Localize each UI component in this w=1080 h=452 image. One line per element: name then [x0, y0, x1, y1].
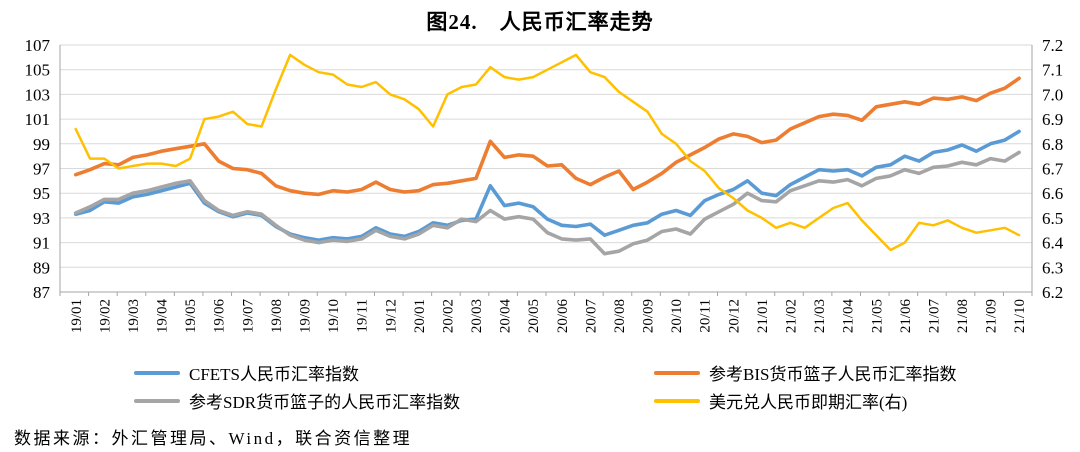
x-axis-tick-label: 19/11 [355, 299, 371, 333]
x-axis-tick-label: 21/02 [784, 299, 800, 333]
x-axis-tick-label: 19/08 [269, 299, 285, 333]
right-axis-tick-label: 6.3 [1042, 258, 1063, 277]
x-axis-tick-label: 19/04 [155, 299, 171, 334]
series-line-2 [73, 150, 1021, 256]
x-axis-tick-label: 21/03 [812, 299, 828, 333]
left-axis-tick-label: 105 [25, 61, 51, 80]
left-axis-tick-label: 103 [25, 85, 51, 104]
legend-label-usd: 美元兑人民币即期汇率(右) [709, 393, 908, 412]
right-axis-tick-label: 6.5 [1042, 209, 1063, 228]
left-axis-tick-label: 99 [33, 135, 50, 154]
left-axis-tick-label: 87 [33, 283, 51, 302]
x-axis-tick-label: 19/06 [212, 299, 228, 334]
x-axis-tick-label: 21/08 [955, 299, 971, 333]
x-axis-tick-label: 20/08 [612, 299, 628, 333]
left-axis-tick-label: 97 [33, 160, 51, 179]
legend-item-cfets: CFETS人民币汇率指数 [134, 360, 359, 385]
x-axis-tick-label: 19/02 [97, 299, 113, 333]
right-axis-tick-label: 6.2 [1042, 283, 1063, 302]
left-axis-tick-label: 89 [33, 258, 50, 277]
left-axis-tick-label: 101 [25, 110, 51, 129]
legend-label-sdr: 参考SDR货币篮子的人民币汇率指数 [189, 393, 461, 412]
usd-line-swatch [654, 398, 700, 403]
left-axis-tick-label: 93 [33, 209, 50, 228]
x-axis-tick-label: 19/12 [383, 299, 399, 333]
x-axis-tick-label: 20/06 [555, 299, 571, 334]
axis-tick-labels: 107 7.2 105 7.1 103 7.0 101 6.9 99 6.8 97 6.7 95 6.6 9… [25, 36, 1064, 302]
data-source-note: 数据来源：外汇管理局、Wind，联合资信整理 [14, 429, 413, 448]
chart-title: 图24. 人民币汇率走势 [426, 10, 654, 34]
x-axis-tick-label: 19/09 [298, 299, 314, 333]
right-axis-tick-label: 6.7 [1042, 160, 1064, 179]
left-axis-tick-label: 91 [33, 234, 50, 253]
x-axis-tick-label: 21/09 [984, 299, 1000, 333]
sdr-line-swatch [134, 398, 180, 403]
x-axis-tick-label: 19/07 [240, 299, 256, 334]
x-axis-tick-label: 21/01 [755, 299, 771, 333]
right-axis-tick-label: 6.9 [1042, 110, 1063, 129]
right-axis-tick-label: 6.6 [1042, 184, 1063, 203]
legend-item-usd: 美元兑人民币即期汇率(右) [654, 388, 907, 413]
gridlines [60, 44, 1032, 293]
axes [59, 45, 1033, 296]
right-axis-tick-label: 7.2 [1042, 36, 1063, 55]
left-axis-tick-label: 107 [25, 36, 51, 55]
x-axis-tick-label: 21/05 [869, 299, 885, 333]
left-axis-tick-label: 95 [33, 184, 50, 203]
x-axis-tick-label: 21/04 [841, 299, 857, 334]
right-axis-tick-label: 6.8 [1042, 135, 1063, 154]
x-axis-tick-label: 21/06 [898, 299, 914, 334]
x-axis-tick-label: 21/07 [926, 299, 942, 334]
legend-label-bis: 参考BIS货币篮子人民币汇率指数 [709, 365, 957, 384]
bis-line-swatch [654, 370, 700, 375]
x-axis-tick-label: 20/07 [583, 299, 599, 334]
right-axis-tick-label: 6.4 [1042, 234, 1064, 253]
x-axis-tick-label: 21/10 [1012, 299, 1028, 333]
right-axis-tick-label: 7.1 [1042, 61, 1063, 80]
x-axis-tick-label: 20/02 [440, 299, 456, 333]
x-axis-tick-label: 19/03 [126, 299, 142, 333]
x-axis-tick-label: 20/04 [498, 299, 514, 334]
x-axis-tick-label: 20/11 [698, 299, 714, 333]
series-line-1 [73, 76, 1021, 197]
x-axis-tick-label: 20/09 [641, 299, 657, 333]
x-axis-tick-label: 20/03 [469, 299, 485, 333]
series-line-0 [73, 129, 1021, 242]
x-axis-tick-label: 20/01 [412, 299, 428, 333]
x-axis-labels: 19/01 19/02 19/03 19/04 19/05 19/06 19/07 19/08… [69, 299, 1028, 334]
x-axis-tick-label: 19/01 [69, 299, 85, 333]
x-axis-tick-label: 20/05 [526, 299, 542, 333]
series-line-3 [74, 53, 1021, 252]
x-axis-tick-label: 20/12 [726, 299, 742, 333]
legend-label-cfets: CFETS人民币汇率指数 [189, 365, 360, 384]
legend-item-bis: 参考BIS货币篮子人民币汇率指数 [654, 360, 956, 385]
cfets-line-swatch [134, 370, 180, 375]
line-chart-plot: 107 7.2 105 7.1 103 7.0 101 6.9 99 6.8 97 6.7 95 6.6 9… [25, 36, 1064, 334]
x-axis-tick-label: 19/05 [183, 299, 199, 333]
legend-item-sdr: 参考SDR货币篮子的人民币汇率指数 [134, 388, 460, 413]
right-axis-tick-label: 7.0 [1042, 85, 1063, 104]
x-axis-tick-label: 20/10 [669, 299, 685, 333]
x-axis-tick-label: 19/10 [326, 299, 342, 333]
